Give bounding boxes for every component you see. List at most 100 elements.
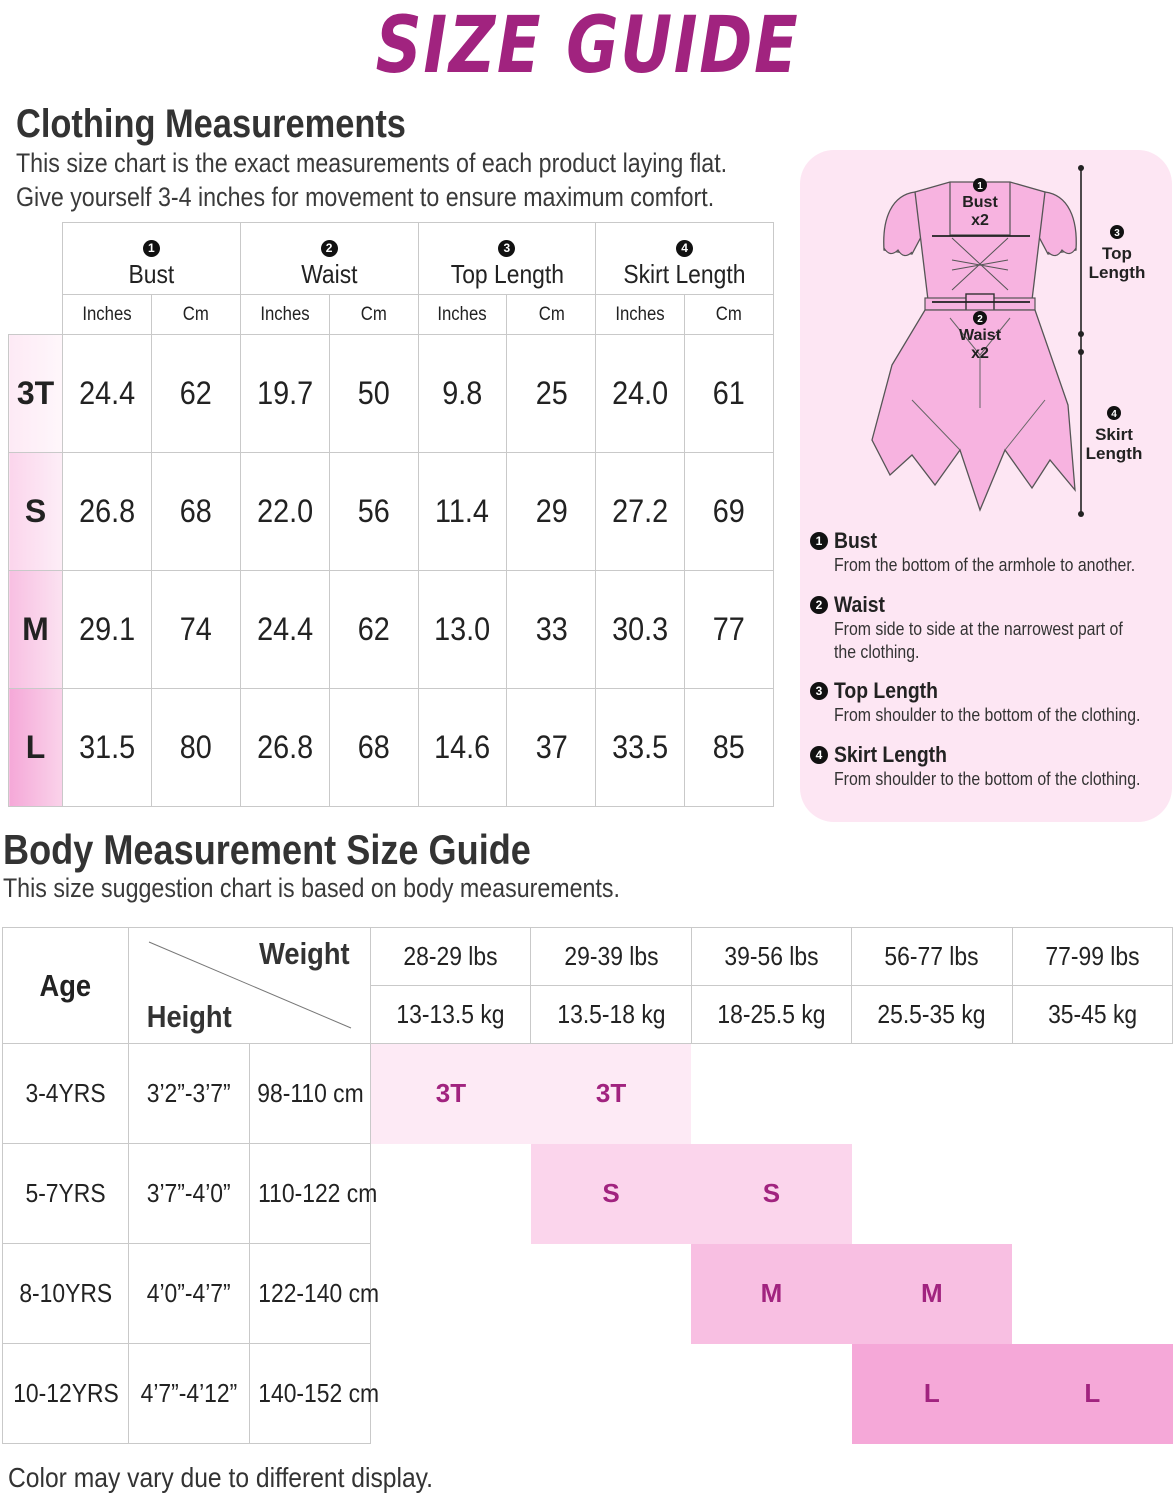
size-cell (691, 1044, 851, 1144)
weight-lbs: 39-56 lbs (690, 927, 853, 986)
weight-kg: 13.5-18 kg (530, 985, 692, 1044)
weight-kg: 18-25.5 kg (690, 985, 853, 1044)
cell-value: 24.4 (62, 334, 152, 453)
cell-value: 27.2 (595, 452, 686, 571)
height-cm-cell: 140-152 cm (249, 1343, 379, 1444)
unit-inches: Inches (417, 294, 508, 335)
cell-value: 31.5 (62, 688, 152, 807)
age-cell: 5-7YRS (2, 1143, 129, 1244)
height-label: Height (146, 999, 232, 1034)
cell-value: 9.8 (417, 334, 508, 453)
size-cell: M (851, 1243, 1013, 1344)
cell-value: 26.8 (62, 452, 152, 571)
clothing-subtitle-1: This size chart is the exact measurement… (16, 148, 728, 178)
height-ft-cell: 3’7”-4’0” (128, 1143, 250, 1244)
height-ft-cell: 3’2”-3’7” (128, 1043, 250, 1144)
cell-value: 33.5 (595, 688, 686, 807)
size-cell (1012, 1044, 1172, 1144)
footer-note: Color may vary due to different display. (8, 1462, 434, 1493)
skirt-length-marker: 4 Skirt Length (1086, 406, 1143, 463)
weight-kg: 35-45 kg (1011, 985, 1174, 1044)
height-cm-cell: 98-110 cm (249, 1043, 371, 1144)
age-cell: 10-12YRS (2, 1343, 129, 1444)
cell-value: 68 (150, 452, 241, 571)
top-length-marker: 3 Top Length (1089, 225, 1146, 282)
cell-value: 26.8 (239, 688, 330, 807)
desc-top-length: 3 Top Length From shoulder to the bottom … (810, 678, 1175, 727)
svg-text:4: 4 (1111, 409, 1117, 420)
cell-value: 37 (506, 688, 597, 807)
unit-cm: Cm (328, 294, 419, 335)
unit-cm: Cm (506, 294, 597, 335)
unit-cm: Cm (684, 294, 774, 335)
cell-value: 77 (684, 570, 774, 689)
cell-value: 68 (328, 688, 419, 807)
cell-value: 56 (328, 452, 419, 571)
weight-lbs: 29-39 lbs (530, 927, 692, 986)
cell-value: 24.4 (239, 570, 330, 689)
cell-value: 62 (150, 334, 241, 453)
cell-value: 62 (328, 570, 419, 689)
unit-inches: Inches (595, 294, 686, 335)
cell-value: 11.4 (417, 452, 508, 571)
clothing-title: Clothing Measurements (16, 102, 406, 146)
cell-value: 80 (150, 688, 241, 807)
table-row: M 29.1 74 24.4 62 13.0 33 30.3 77 (8, 570, 774, 689)
header-bust: 1 Bust (62, 222, 241, 295)
size-label: 3T (8, 334, 63, 453)
size-cell: S (530, 1143, 692, 1244)
size-cell (852, 1144, 1012, 1244)
size-cell (371, 1344, 531, 1444)
clothing-subtitle-2: Give yourself 3-4 inches for movement to… (16, 182, 715, 212)
svg-text:2: 2 (977, 314, 983, 325)
page-title: SIZE GUIDE (375, 1, 800, 91)
unit-cm: Cm (150, 294, 241, 335)
clothing-measurements-table: 1 Bust 2 Waist 3 Top Length 4 Skirt Length I… (8, 222, 774, 807)
svg-text:Length: Length (1089, 263, 1146, 282)
unit-header-row: Inches Cm Inches Cm Inches Cm Inches Cm (9, 294, 774, 335)
table-row: 10-12YRS 4’7”-4’12” 140-152 cm L L (2, 1343, 1173, 1444)
body-size-table: Age Weight Height 28-29 lbs 29-39 lbs 39… (2, 927, 1174, 1444)
height-ft-cell: 4’0”-4’7” (128, 1243, 250, 1344)
table-row: 8-10YRS 4’0”-4’7” 122-140 cm M M (2, 1243, 1173, 1344)
svg-text:Length: Length (1086, 444, 1143, 463)
cell-value: 30.3 (595, 570, 686, 689)
table-row: 3T 24.4 62 19.7 50 9.8 25 24.0 61 (8, 334, 774, 453)
header-waist: 2 Waist (239, 222, 419, 295)
svg-text:3: 3 (1114, 228, 1120, 239)
svg-text:Waist: Waist (959, 327, 1002, 344)
cell-value: 74 (150, 570, 241, 689)
size-cell: L (1012, 1343, 1173, 1444)
cell-value: 29.1 (62, 570, 152, 689)
table-row: 3-4YRS 3’2”-3’7” 98-110 cm 3T 3T (2, 1043, 1173, 1144)
svg-text:1: 1 (977, 181, 983, 192)
unit-inches: Inches (62, 294, 152, 335)
size-cell (1012, 1144, 1172, 1244)
bust-marker: 1 Bust x2 (962, 178, 998, 229)
size-cell: 3T (370, 1043, 531, 1144)
cell-value: 29 (506, 452, 597, 571)
size-cell: M (691, 1243, 852, 1344)
svg-text:Bust: Bust (962, 194, 998, 211)
table-row: L 31.5 80 26.8 68 14.6 37 33.5 85 (8, 688, 774, 807)
size-cell (371, 1144, 531, 1244)
svg-text:Top: Top (1102, 244, 1132, 263)
weight-height-header: Weight Height (128, 927, 371, 1044)
cell-value: 19.7 (239, 334, 330, 453)
diagonal-divider (148, 941, 352, 1029)
weight-kg-row: 13-13.5 kg 13.5-18 kg 18-25.5 kg 25.5-35… (3, 985, 1174, 1044)
cell-value: 50 (328, 334, 419, 453)
dress-diagram: 1 Bust x2 2 Waist x2 3 Top Length 4 Skir… (871, 165, 1146, 517)
skirt-icon (871, 309, 1076, 512)
age-cell: 3-4YRS (2, 1043, 129, 1144)
cell-value: 22.0 (239, 452, 330, 571)
blank-corner (8, 222, 63, 335)
desc-skirt-length: 4 Skirt Length From shoulder to the botto… (810, 742, 1175, 791)
desc-bust: 1 Bust From the bottom of the armhole to … (810, 528, 1175, 577)
size-cell (1012, 1244, 1172, 1344)
weight-lbs: 56-77 lbs (851, 927, 1013, 986)
age-cell: 8-10YRS (2, 1243, 129, 1344)
size-label: S (8, 452, 63, 571)
body-guide-title: Body Measurement Size Guide (3, 826, 531, 873)
weight-lbs: 77-99 lbs (1011, 927, 1174, 986)
